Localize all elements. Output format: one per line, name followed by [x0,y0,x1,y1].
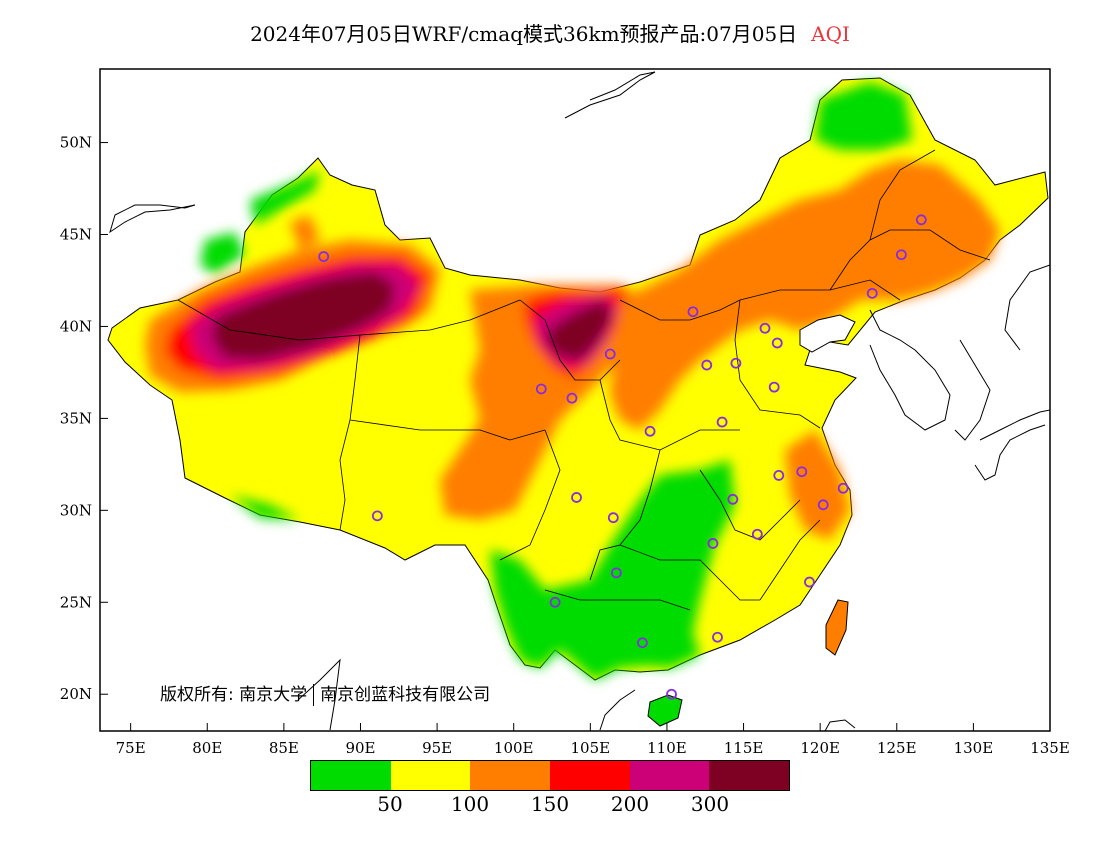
lon-label: 100E [494,739,534,757]
lon-label: 135E [1030,739,1070,757]
station-marker [687,306,699,318]
lon-label: 75E [116,739,146,757]
lat-label: 30N [60,501,92,519]
lon-label: 130E [954,739,994,757]
taiwan-island [825,599,849,656]
legend-swatch [550,761,630,790]
station-marker [759,322,771,334]
lat-label: 25N [60,593,92,611]
legend-label: 100 [450,792,490,816]
copyright-org2: 南京创蓝科技有限公司 [320,685,491,705]
lon-label: 110E [647,739,687,757]
legend-swatch [390,761,471,790]
station-marker [712,631,723,643]
station-marker [768,381,780,393]
legend-swatch [311,761,391,790]
lat-label: 35N [60,409,92,427]
legend-label: 150 [530,792,570,816]
station-marker [866,287,878,299]
province-boundaries [177,149,991,611]
station-marker [837,482,849,494]
bohai-sea [799,314,856,353]
station-markers [318,214,927,700]
station-marker [773,469,785,481]
legend-swatch [470,761,551,790]
station-marker [817,499,829,511]
latitude-axis: 50N 45N 40N 35N 30N 25N 20N [60,134,108,703]
station-marker [915,214,927,226]
station-marker [644,425,656,437]
legend-label: 200 [610,792,650,816]
title-main: 2024年07月05日WRF/cmaq模式36km预报产品:07月05日 [250,22,798,46]
station-marker [716,416,728,428]
lon-label: 105E [571,739,611,757]
copyright-separator [313,684,315,706]
legend-swatch [709,761,790,790]
station-marker [701,359,713,371]
legend-label: 50 [377,792,403,816]
lat-label: 45N [60,226,92,244]
station-marker [637,637,648,649]
station-marker [895,249,907,261]
station-marker [371,510,383,522]
lon-label: 90E [345,739,375,757]
longitude-axis: 75E 80E 85E 90E 95E 100E 105E 110E 115E 120E 125E 1… [116,723,1070,757]
station-marker [730,357,742,369]
copyright-notice: 版权所有: 南京大学 南京创蓝科技有限公司 [160,680,490,706]
legend-label: 300 [690,792,730,816]
lon-label: 85E [269,739,299,757]
station-marker [571,492,582,503]
station-marker [707,538,719,549]
station-marker [535,383,547,395]
lon-label: 95E [422,739,452,757]
lon-label: 115E [724,739,764,757]
copyright-org1: 南京大学 [239,685,308,705]
lat-label: 40N [60,317,92,335]
copyright-label: 版权所有: [160,685,234,705]
station-marker [549,596,561,608]
title-variable: AQI [811,22,850,46]
legend-swatch [629,761,710,790]
station-marker [796,466,808,478]
map-title: 2024年07月05日WRF/cmaq模式36km预报产品:07月05日 AQI [0,18,1100,47]
hainan-island [647,694,683,727]
lon-label: 125E [877,739,917,757]
station-marker [666,688,677,700]
station-marker [804,576,815,588]
neighbor-coastlines [109,71,1050,731]
station-marker [751,528,763,540]
map-frame [99,68,1051,732]
station-marker [771,337,783,349]
aqi-field [145,82,1000,680]
color-legend [310,760,790,791]
station-marker [566,392,578,404]
station-marker [727,493,739,505]
station-marker [610,567,622,579]
lat-label: 20N [60,685,92,703]
station-marker [318,251,330,262]
map-area [100,69,1050,731]
lat-label: 50N [60,134,92,152]
lon-label: 80E [192,739,222,757]
station-marker [604,348,616,360]
station-marker [607,512,619,524]
lon-label: 120E [800,739,840,757]
